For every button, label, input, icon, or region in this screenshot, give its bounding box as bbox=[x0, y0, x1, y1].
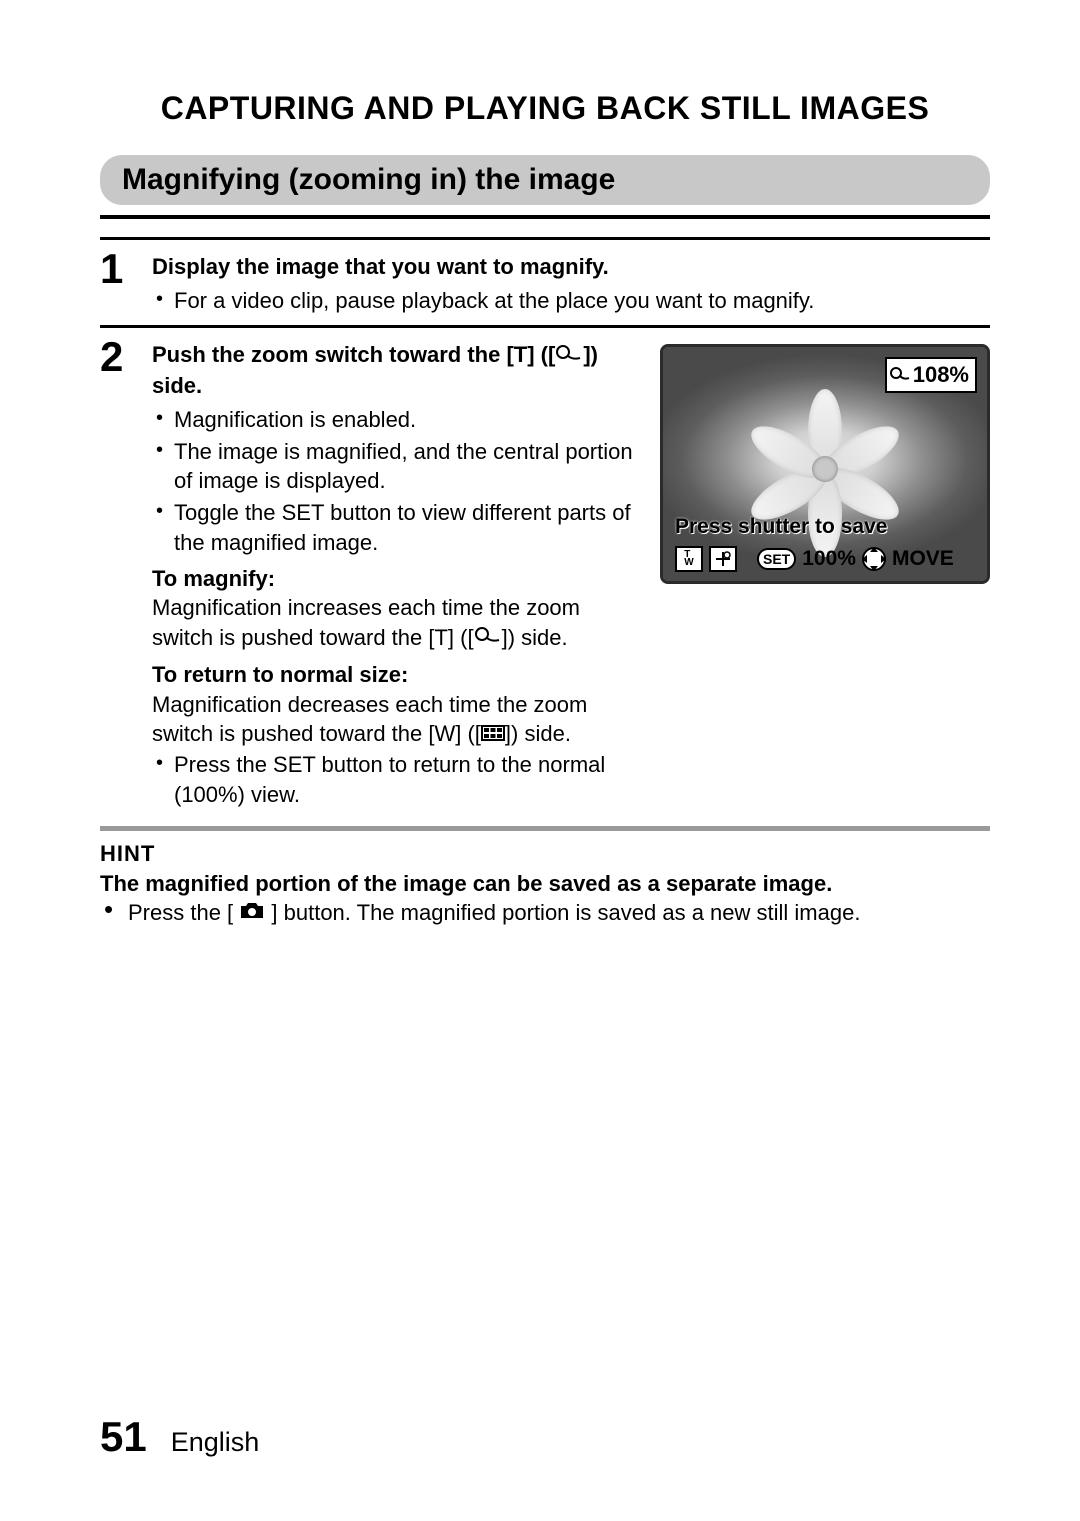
step2-bullet: Magnification is enabled. bbox=[170, 405, 636, 435]
step-number: 1 bbox=[100, 248, 134, 317]
magnify-icon bbox=[889, 366, 911, 384]
to-magnify-label: To magnify: bbox=[152, 564, 636, 594]
page-footer: 51 English bbox=[100, 1413, 259, 1461]
shutter-hint-text: Press shutter to save bbox=[675, 513, 887, 541]
to-magnify-text: Magnification increases each time the zo… bbox=[152, 593, 636, 654]
step2-bullet: Toggle the SET button to view different … bbox=[170, 498, 636, 557]
section-underline bbox=[100, 215, 990, 219]
move-label: MOVE bbox=[892, 545, 954, 573]
section-heading-bar: Magnifying (zooming in) the image bbox=[100, 155, 990, 205]
step1-bullet: For a video clip, pause playback at the … bbox=[170, 286, 990, 316]
magnify-icon bbox=[474, 622, 502, 652]
magnify-icon bbox=[555, 340, 583, 370]
lcd-illustration: 108% Press shutter to save T W bbox=[660, 344, 990, 584]
hint-body: The magnified portion of the image can b… bbox=[100, 869, 990, 930]
chapter-title: CAPTURING AND PLAYING BACK STILL IMAGES bbox=[100, 90, 990, 127]
lcd-image-area: 108% Press shutter to save T W bbox=[663, 347, 987, 581]
hint-bullet: Press the [ ] button. The magnified port… bbox=[122, 898, 990, 929]
percent-label: 100% bbox=[802, 545, 856, 573]
step-body: Push the zoom switch toward the [T] ([])… bbox=[152, 336, 990, 811]
thumbnails-icon bbox=[481, 719, 505, 749]
zoom-tw-box: T W bbox=[675, 546, 703, 572]
section-title: Magnifying (zooming in) the image bbox=[122, 163, 968, 197]
step-body: Display the image that you want to magni… bbox=[152, 248, 990, 317]
step2-text-column: Push the zoom switch toward the [T] ([])… bbox=[152, 340, 636, 811]
hint-label: HINT bbox=[100, 841, 990, 867]
hint-divider bbox=[100, 826, 990, 831]
manual-page: CAPTURING AND PLAYING BACK STILL IMAGES … bbox=[0, 0, 1080, 1521]
magnification-indicator: 108% bbox=[885, 357, 977, 393]
osd-bottom-row: T W SET 100% bbox=[675, 545, 954, 573]
step2-bullet: Press the SET button to return to the no… bbox=[170, 750, 636, 809]
step1-heading: Display the image that you want to magni… bbox=[152, 252, 990, 282]
set-pill: SET bbox=[757, 548, 796, 570]
step-number: 2 bbox=[100, 336, 134, 811]
camera-icon bbox=[239, 898, 265, 928]
language-label: English bbox=[171, 1427, 260, 1458]
zoom-gauge-box bbox=[709, 546, 737, 572]
step2-bullet: The image is magnified, and the central … bbox=[170, 437, 636, 496]
nav-icon bbox=[862, 547, 886, 571]
hint-bold-line: The magnified portion of the image can b… bbox=[100, 869, 990, 899]
step-2: 2 Push the zoom switch toward the [T] ([… bbox=[100, 325, 990, 811]
to-return-label: To return to normal size: bbox=[152, 660, 636, 690]
magnification-value: 108% bbox=[913, 360, 969, 390]
step-1: 1 Display the image that you want to mag… bbox=[100, 237, 990, 317]
to-return-text: Magnification decreases each time the zo… bbox=[152, 690, 636, 751]
page-number: 51 bbox=[100, 1413, 147, 1461]
step2-heading: Push the zoom switch toward the [T] ([])… bbox=[152, 340, 636, 401]
